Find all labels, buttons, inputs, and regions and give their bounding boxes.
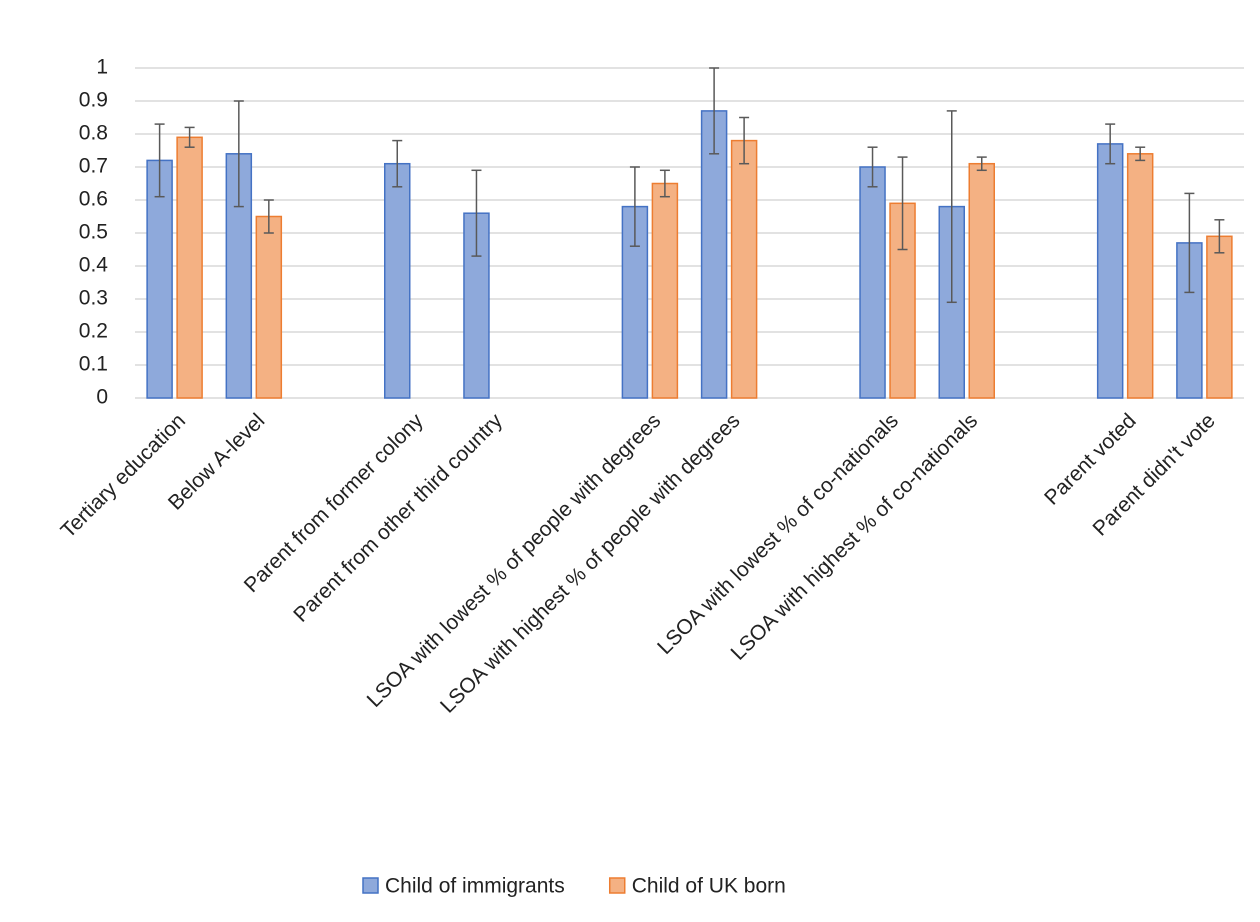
error-bar <box>897 156 908 251</box>
error-bar <box>709 67 720 155</box>
legend-label: Child of UK born <box>632 875 786 898</box>
bar <box>651 182 679 399</box>
error-bar <box>1135 146 1146 162</box>
y-tick-label: 0.7 <box>79 155 108 178</box>
bar <box>255 215 283 399</box>
error-bar <box>184 126 195 148</box>
error-bar <box>154 123 165 198</box>
x-tick-label: LSOA with highest % of people with degre… <box>436 409 744 717</box>
error-bar <box>739 116 750 165</box>
x-tick-label: LSOA with lowest % of people with degree… <box>363 409 666 712</box>
y-tick-label: 1 <box>96 56 108 79</box>
error-bar <box>1105 123 1116 165</box>
y-tick-label: 0.8 <box>79 122 108 145</box>
error-bar <box>946 110 957 304</box>
legend-swatch <box>608 877 626 894</box>
error-bar <box>1214 219 1225 254</box>
bar <box>384 162 411 399</box>
y-tick-label: 0.1 <box>79 353 108 376</box>
x-tick-label: Tertiary education <box>57 409 190 542</box>
error-bar <box>976 156 987 172</box>
error-bar <box>1184 192 1195 294</box>
bar <box>146 159 173 399</box>
legend-swatch <box>362 877 379 894</box>
bar <box>1126 153 1154 399</box>
bar <box>968 162 995 399</box>
bar <box>730 139 758 399</box>
error-bar <box>392 139 403 188</box>
bar <box>859 166 886 399</box>
legend-label: Child of immigrants <box>385 875 565 898</box>
y-tick-label: 0.6 <box>79 188 108 211</box>
bar <box>1096 143 1124 399</box>
y-tick-label: 0.4 <box>79 254 109 277</box>
error-bar <box>659 169 670 198</box>
y-tick-label: 0.3 <box>79 287 108 310</box>
error-bar <box>263 199 274 234</box>
error-bar <box>471 169 482 257</box>
error-bar <box>867 146 878 188</box>
y-tick-label: 0.5 <box>79 221 108 244</box>
error-bar <box>629 166 640 247</box>
bar <box>700 110 728 399</box>
error-bar <box>233 100 244 208</box>
bar <box>1206 235 1233 399</box>
bar <box>176 136 203 399</box>
y-tick-label: 0.9 <box>79 89 108 112</box>
y-tick-label: 0 <box>96 386 108 409</box>
y-tick-label: 0.2 <box>79 320 108 343</box>
